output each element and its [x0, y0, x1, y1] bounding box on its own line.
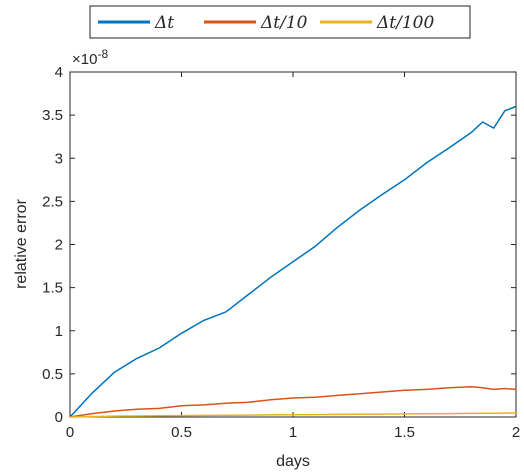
x-tick-label: 1: [289, 424, 297, 441]
y-tick-label: 1.5: [42, 280, 63, 297]
y-tick-label: 3: [55, 150, 63, 167]
series-line-0: [69, 105, 517, 418]
axis-ticks: 0 0.5 1 1.5 2 0 0.5 1 1.5 2 2.5 3 3.5 4: [42, 64, 520, 441]
legend-box: [89, 5, 471, 39]
y-tick-label: 3.5: [42, 107, 63, 124]
y-tick-label: 4: [55, 64, 63, 81]
x-tick-label: 0: [66, 424, 74, 441]
series-line-2: [69, 412, 517, 418]
legend: Δt Δt/10 Δt/100: [89, 5, 471, 39]
plot-area: [69, 71, 517, 418]
x-axis-label: days: [276, 453, 310, 470]
series-lines: [69, 105, 517, 418]
y-tick-label: 2.5: [42, 193, 63, 210]
y-axis-label: relative error: [13, 198, 30, 288]
legend-label-dt100: Δt/100: [376, 13, 434, 33]
y-exponent-label: ×10-8: [72, 47, 108, 68]
x-tick-label: 1.5: [394, 424, 415, 441]
x-tick-label: 0.5: [171, 424, 192, 441]
y-tick-label: 0: [55, 409, 63, 426]
y-tick-label: 1: [55, 323, 63, 340]
legend-label-dt10: Δt/10: [260, 13, 308, 33]
y-exponent-power: -8: [97, 47, 108, 61]
series-line-1: [69, 386, 517, 418]
y-tick-label: 0.5: [42, 366, 63, 383]
x-tick-label: 2: [512, 424, 520, 441]
y-tick-label: 2: [55, 237, 63, 254]
legend-label-dt: Δt: [154, 13, 174, 33]
y-exponent-base: ×10: [72, 51, 97, 68]
